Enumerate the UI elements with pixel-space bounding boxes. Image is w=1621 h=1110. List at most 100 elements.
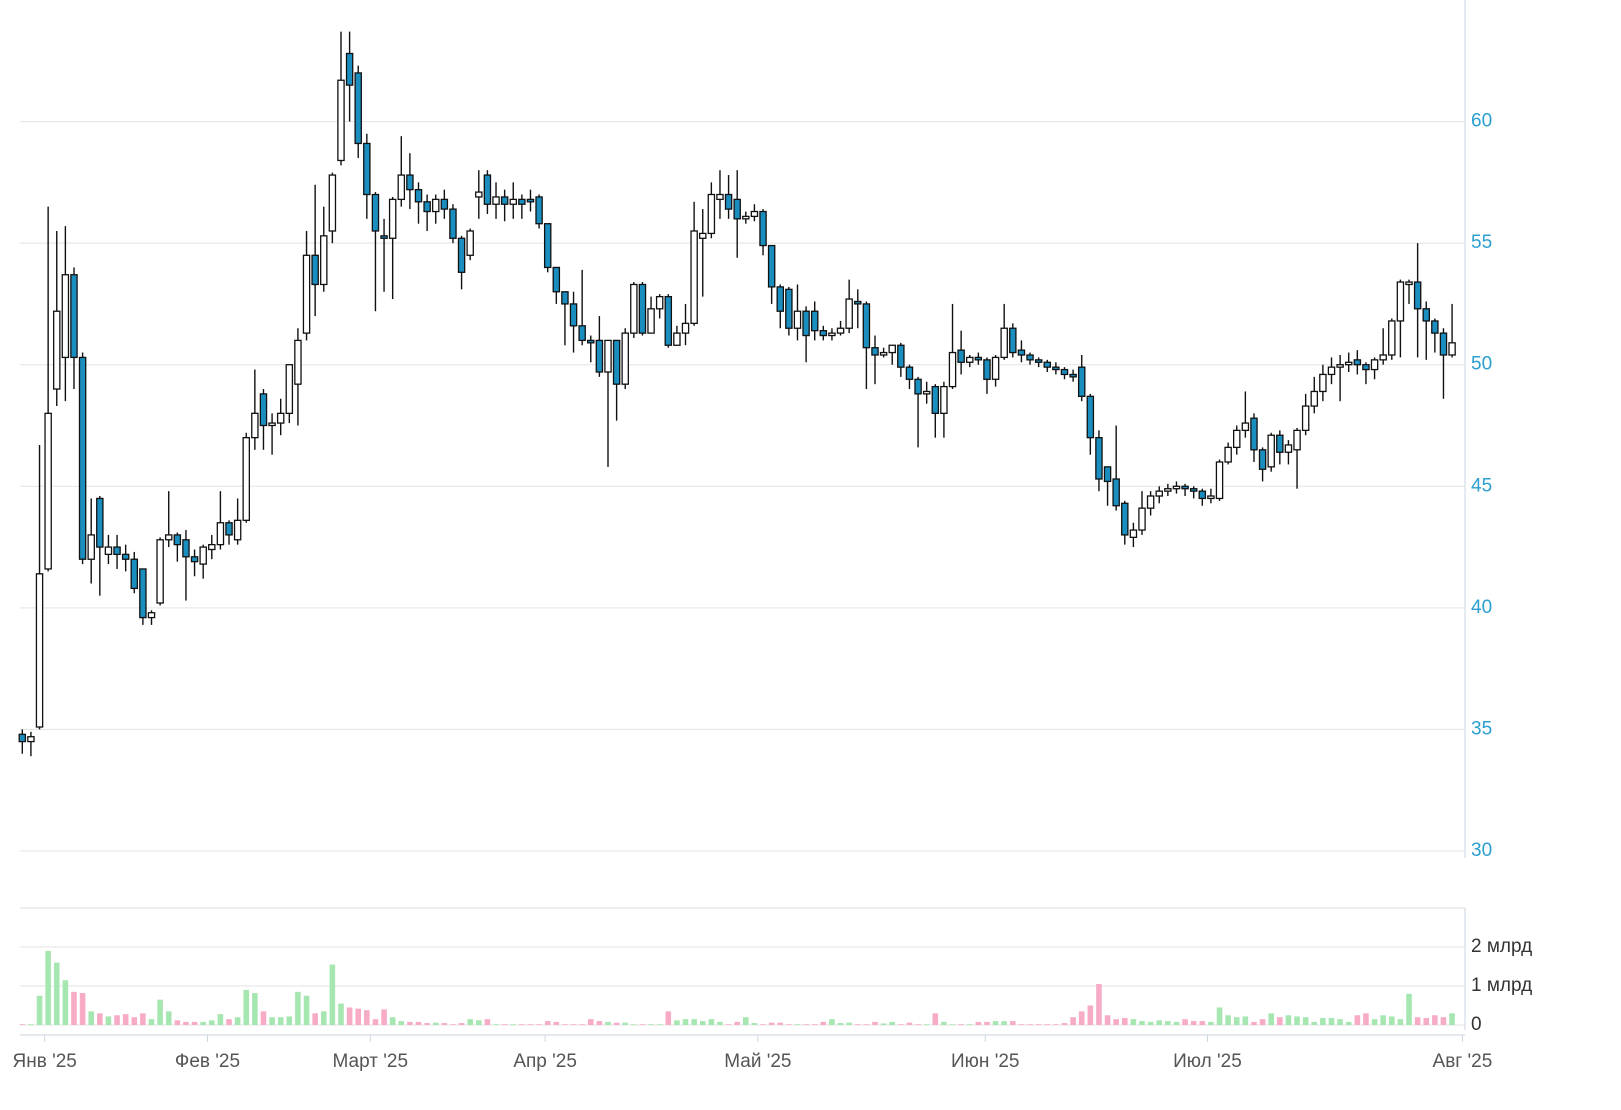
volume-bar <box>71 991 77 1025</box>
candle-body <box>251 412 259 439</box>
volume-bar <box>1035 1024 1042 1025</box>
candle-body <box>1258 449 1267 470</box>
candle-body <box>1207 495 1215 500</box>
candle-body <box>156 539 164 604</box>
candle-body <box>1215 461 1224 500</box>
candle-body <box>647 308 655 334</box>
candle-body <box>673 332 681 346</box>
volume-bar <box>639 1024 646 1025</box>
candle-body <box>1112 478 1120 507</box>
candle-body <box>1155 490 1163 497</box>
volume-bar <box>631 1024 637 1025</box>
volume-bar <box>364 1010 370 1025</box>
volume-bar <box>415 1021 422 1025</box>
candle-body <box>681 322 690 334</box>
candle-body <box>147 612 156 619</box>
volume-bar <box>1337 1019 1343 1025</box>
y-tick-label: 50 <box>1471 354 1492 375</box>
volume-bar <box>1061 1023 1068 1025</box>
volume-bar <box>682 1019 689 1025</box>
volume-bar <box>923 1024 930 1025</box>
volume-bar <box>674 1020 680 1025</box>
volume-bar <box>984 1021 990 1025</box>
volume-bar <box>906 1022 913 1025</box>
candle-body <box>1086 395 1095 439</box>
volume-bar <box>1432 1015 1438 1025</box>
y-tick-label: 30 <box>1471 840 1492 861</box>
volume-bar <box>295 991 301 1025</box>
volume-bar <box>837 1023 844 1025</box>
volume-bar <box>467 1019 473 1025</box>
candle-body <box>655 295 664 310</box>
candle-body <box>225 522 233 536</box>
volume-bar <box>1053 1024 1059 1025</box>
volume-bar <box>79 993 86 1025</box>
candle-body <box>845 298 853 329</box>
x-tick-label: Июл '25 <box>1173 1051 1242 1072</box>
candle-body <box>1121 502 1129 536</box>
volume-bar <box>872 1021 878 1025</box>
volume-bar <box>122 1014 129 1025</box>
volume-bar <box>992 1021 999 1025</box>
candle-body <box>345 52 354 86</box>
candle-body <box>802 310 810 337</box>
candle-body <box>630 283 638 334</box>
candle-body <box>164 534 173 541</box>
candle-body <box>698 232 707 239</box>
volume-bar <box>1104 1015 1111 1025</box>
candle-body <box>1310 390 1319 407</box>
candle-body <box>233 519 242 541</box>
volume-bar <box>1285 1015 1292 1025</box>
candle-body <box>104 546 113 556</box>
candle-body <box>991 356 1000 380</box>
candle-body <box>1301 405 1310 432</box>
volume-bar <box>1251 1021 1257 1025</box>
candle-body <box>449 208 457 239</box>
candle-body <box>328 174 337 232</box>
candle-body <box>121 553 130 560</box>
volume-bar <box>62 980 69 1025</box>
volume-bar <box>1294 1016 1300 1025</box>
volume-tick-label: 0 <box>1471 1014 1482 1035</box>
candle-body <box>724 193 733 210</box>
candle-body <box>1164 488 1172 492</box>
candle-body <box>1344 361 1353 366</box>
candle-body <box>397 174 406 201</box>
candle-body <box>139 568 147 619</box>
volume-bar <box>708 1019 715 1025</box>
candle-body <box>259 393 268 427</box>
candle-body <box>388 198 397 239</box>
volume-bar <box>570 1024 577 1025</box>
volume-bar <box>1328 1017 1335 1025</box>
volume-bar <box>338 1003 344 1025</box>
candle-body <box>320 235 328 286</box>
candle-body <box>561 291 569 305</box>
volume-bar <box>501 1024 508 1025</box>
volume-bar <box>725 1024 732 1025</box>
candle-body <box>871 347 879 356</box>
candle-body <box>974 356 983 361</box>
volume-bar <box>1070 1017 1076 1025</box>
candle-body <box>767 244 776 288</box>
volume-bar <box>1113 1019 1119 1025</box>
volume-bar <box>1156 1020 1163 1025</box>
candle-body <box>1431 320 1439 334</box>
volume-bar <box>665 1011 672 1025</box>
volume-bar <box>372 1019 379 1025</box>
volume-bar <box>768 1022 775 1025</box>
candle-body <box>1069 373 1077 378</box>
volume-bar <box>1139 1021 1145 1025</box>
volume-bar <box>1010 1021 1016 1025</box>
volume-bar <box>1208 1021 1214 1025</box>
candle-body <box>569 303 578 327</box>
volume-bar <box>587 1019 594 1025</box>
candle-body <box>1095 437 1103 480</box>
volume-bar <box>1302 1017 1309 1025</box>
candle-body <box>1362 364 1370 371</box>
candle-body <box>70 274 78 359</box>
volume-bar <box>803 1024 809 1025</box>
candle-body <box>1224 446 1232 463</box>
candle-body <box>716 193 724 201</box>
volume-bar <box>1388 1016 1395 1025</box>
